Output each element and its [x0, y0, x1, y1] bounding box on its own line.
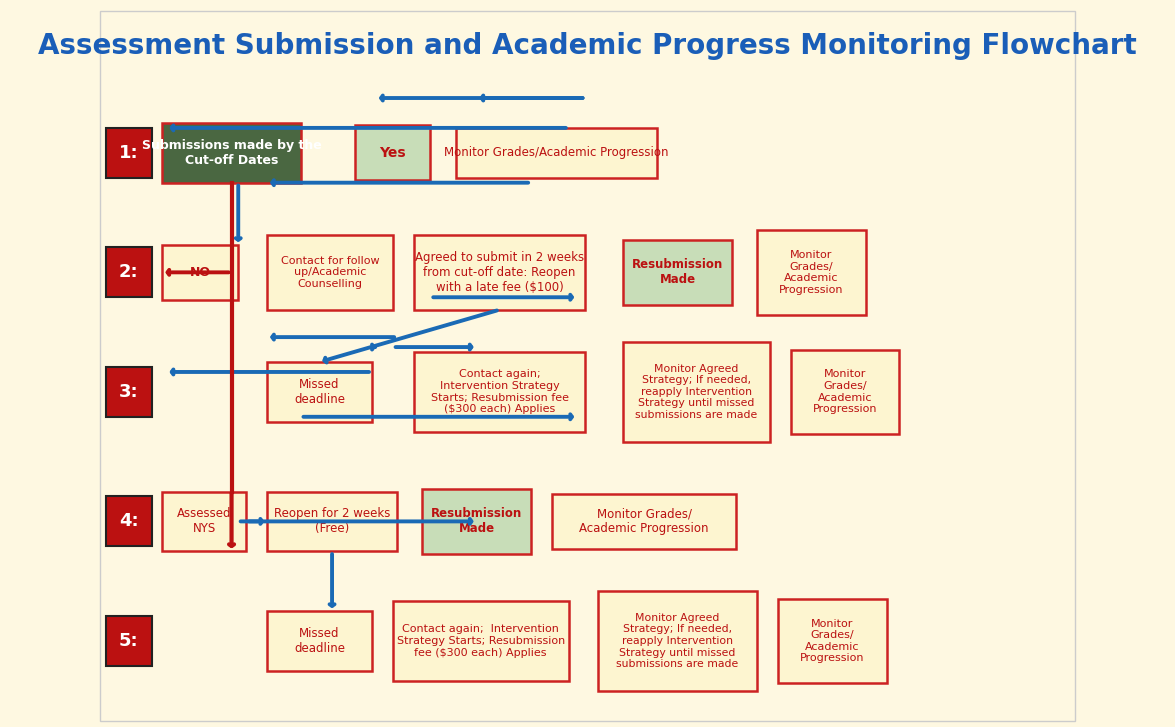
Text: Resubmission
Made: Resubmission Made — [632, 258, 723, 286]
FancyBboxPatch shape — [392, 601, 569, 680]
FancyBboxPatch shape — [267, 362, 371, 422]
Text: 2:: 2: — [119, 263, 139, 281]
FancyBboxPatch shape — [267, 491, 397, 551]
Text: Monitor Agreed
Strategy; If needed,
reapply Intervention
Strategy until missed
s: Monitor Agreed Strategy; If needed, reap… — [636, 364, 758, 420]
FancyBboxPatch shape — [414, 352, 585, 432]
Text: Missed
deadline: Missed deadline — [294, 378, 345, 406]
FancyBboxPatch shape — [598, 591, 757, 691]
FancyBboxPatch shape — [791, 350, 900, 434]
Text: NO: NO — [189, 266, 210, 279]
Text: Contact again;  Intervention
Strategy Starts; Resubmission
fee ($300 each) Appli: Contact again; Intervention Strategy Sta… — [397, 624, 565, 657]
FancyBboxPatch shape — [422, 489, 531, 554]
FancyBboxPatch shape — [623, 240, 732, 305]
FancyBboxPatch shape — [162, 123, 301, 182]
Text: Yes: Yes — [380, 146, 407, 160]
Text: Contact again;
Intervention Strategy
Starts; Resubmission fee
($300 each) Applie: Contact again; Intervention Strategy Sta… — [430, 369, 569, 414]
FancyBboxPatch shape — [162, 245, 237, 300]
Text: 3:: 3: — [119, 383, 139, 401]
FancyBboxPatch shape — [414, 235, 585, 310]
FancyBboxPatch shape — [267, 611, 371, 671]
FancyBboxPatch shape — [355, 126, 430, 180]
FancyBboxPatch shape — [267, 235, 392, 310]
FancyBboxPatch shape — [623, 342, 770, 442]
Text: Monitor
Grades/
Academic
Progression: Monitor Grades/ Academic Progression — [800, 619, 865, 663]
FancyBboxPatch shape — [456, 128, 657, 177]
Text: Reopen for 2 weeks
(Free): Reopen for 2 weeks (Free) — [274, 507, 390, 535]
Text: Agreed to submit in 2 weeks
from cut-off date: Reopen
with a late fee ($100): Agreed to submit in 2 weeks from cut-off… — [415, 251, 584, 294]
FancyBboxPatch shape — [106, 497, 152, 546]
Text: Monitor
Grades/
Academic
Progression: Monitor Grades/ Academic Progression — [813, 369, 878, 414]
FancyBboxPatch shape — [106, 367, 152, 417]
Text: Monitor Agreed
Strategy; If needed,
reapply Intervention
Strategy until missed
s: Monitor Agreed Strategy; If needed, reap… — [617, 613, 739, 669]
Text: Contact for follow
up/Academic
Counselling: Contact for follow up/Academic Counselli… — [281, 256, 380, 289]
Text: 1:: 1: — [119, 144, 139, 162]
Text: Assessed
NYS: Assessed NYS — [177, 507, 231, 535]
Text: Monitor
Grades/
Academic
Progression: Monitor Grades/ Academic Progression — [779, 250, 844, 294]
FancyBboxPatch shape — [106, 128, 152, 177]
FancyBboxPatch shape — [552, 494, 737, 549]
Text: Monitor Grades/Academic Progression: Monitor Grades/Academic Progression — [444, 146, 669, 159]
FancyBboxPatch shape — [106, 247, 152, 297]
FancyBboxPatch shape — [106, 616, 152, 666]
Text: Missed
deadline: Missed deadline — [294, 627, 345, 655]
Text: Assessment Submission and Academic Progress Monitoring Flowchart: Assessment Submission and Academic Progr… — [38, 32, 1137, 60]
Text: Monitor Grades/
Academic Progression: Monitor Grades/ Academic Progression — [579, 507, 709, 535]
Text: Resubmission
Made: Resubmission Made — [431, 507, 522, 535]
FancyBboxPatch shape — [162, 491, 247, 551]
Text: 4:: 4: — [119, 513, 139, 531]
FancyBboxPatch shape — [757, 230, 866, 315]
Text: Submissions made by the
Cut-off Dates: Submissions made by the Cut-off Dates — [142, 139, 322, 166]
FancyBboxPatch shape — [778, 598, 887, 683]
FancyBboxPatch shape — [103, 13, 1072, 78]
Text: 5:: 5: — [119, 632, 139, 650]
